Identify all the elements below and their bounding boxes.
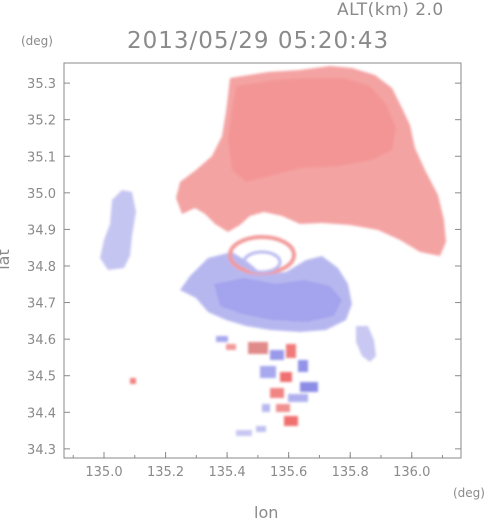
y-tick-label: 34.7 [27,297,56,312]
altitude-label: ALT(km) 2.0 [337,0,444,20]
y-tick-label: 34.9 [27,223,56,238]
radar-site-inner-ring [242,250,282,274]
y-tick-label: 34.3 [27,443,56,458]
plot-frame [63,62,462,459]
y-tick-label: 34.4 [27,406,56,421]
y-tick-label: 35.2 [27,114,56,129]
timestamp: 2013/05/29 05:20:43 [127,28,390,54]
y-tick-label: 34.8 [27,260,56,275]
y-tick-label: 35.3 [27,77,56,92]
y-axis-unit: (deg) [21,34,53,48]
approaching-echo-west [100,190,136,270]
x-axis-label: lon [254,503,279,522]
echo-field [100,66,446,436]
y-tick-label: 34.5 [27,370,56,385]
x-tick-label: 135.6 [270,465,307,480]
radar-site-ring [228,235,296,275]
approaching-echo-core [214,278,342,322]
x-tick-label: 136.0 [393,465,430,480]
x-tick-label: 135.0 [85,465,122,480]
southern-clutter [130,336,318,436]
y-tick-label: 34.6 [27,333,56,348]
x-tick-label: 135.8 [332,465,369,480]
x-axis-unit: (deg) [453,486,485,500]
y-tick-label: 35.0 [27,187,56,202]
approaching-echo-east [356,326,376,362]
receding-echo-core [228,78,396,182]
x-tick-label: 135.2 [147,465,184,480]
x-tick-label: 135.4 [208,465,245,480]
y-tick-label: 35.1 [27,150,56,165]
axis-ticks: 135.0 135.2 135.4 135.6 135.8 136.0 35.3 35.2 35… [27,77,461,480]
